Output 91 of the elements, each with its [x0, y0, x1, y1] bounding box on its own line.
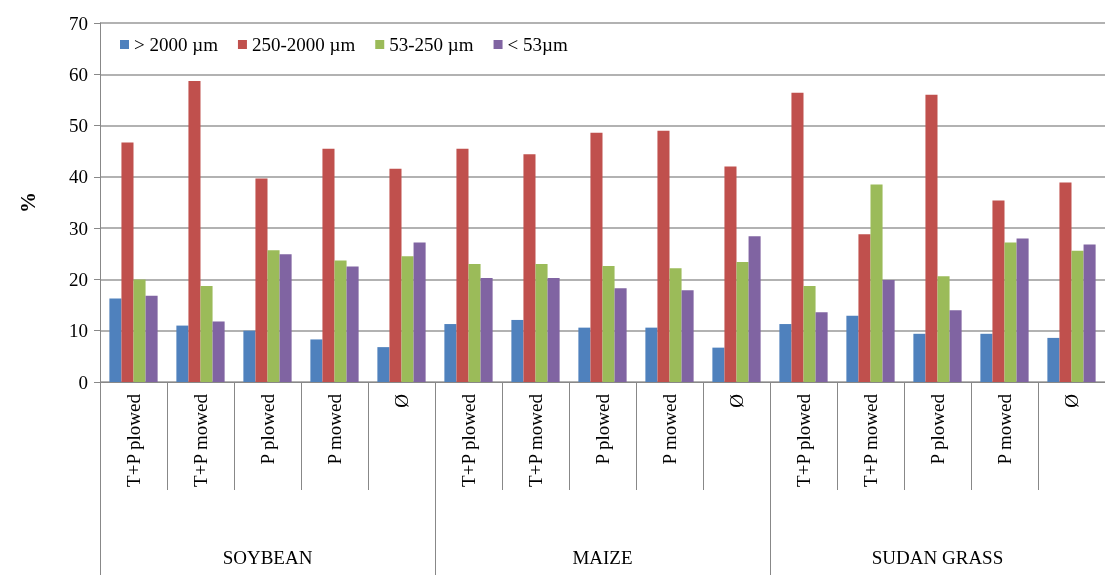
x-tick-label: Ø [391, 394, 412, 408]
bar [267, 250, 280, 382]
bar [791, 92, 804, 382]
bar [188, 80, 201, 382]
bar [456, 148, 469, 382]
bar [925, 94, 938, 382]
bar [578, 327, 591, 382]
bar [1047, 337, 1060, 382]
bar [401, 256, 414, 382]
bar [444, 324, 457, 382]
y-tick-label: 40 [69, 166, 88, 188]
text: SUDAN GRASS [871, 547, 1004, 568]
bar [645, 327, 658, 382]
bar [389, 168, 402, 382]
bar [992, 200, 1005, 382]
y-tick-label: 60 [69, 63, 88, 85]
text: MAIZE [572, 547, 633, 568]
bar [413, 242, 426, 382]
bar [176, 325, 189, 382]
x-tick-label: P plowed [257, 393, 278, 465]
legend-label: 53-250 µm [389, 34, 474, 55]
bar [1071, 250, 1084, 382]
bar [803, 286, 816, 382]
x-tick-label: T+P plowed [793, 393, 814, 487]
bar [669, 268, 682, 382]
x-tick-label: T+P mowed [190, 393, 211, 487]
bar [712, 347, 725, 382]
y-tick-label: 10 [69, 320, 88, 342]
bar [133, 279, 146, 382]
bar [468, 264, 481, 382]
bar [882, 279, 895, 382]
x-tick-label: T+P plowed [458, 393, 479, 487]
bar [511, 319, 524, 382]
bar [346, 266, 359, 382]
legend-label: < 53µm [507, 34, 568, 55]
bar [846, 315, 859, 382]
x-tick-label: T+P mowed [525, 393, 546, 487]
x-tick-label: P mowed [324, 393, 345, 465]
bar [1016, 238, 1029, 382]
bar [255, 178, 268, 382]
bar [109, 298, 122, 382]
bar [681, 290, 694, 382]
bar [590, 132, 603, 382]
bar [602, 266, 615, 382]
bar [937, 276, 950, 382]
bar [547, 277, 560, 382]
x-tick-label: Ø [1061, 394, 1082, 408]
bar [200, 286, 213, 382]
x-tick-label: T+P mowed [860, 393, 881, 487]
bar [377, 347, 390, 382]
bar [736, 261, 749, 382]
bar [145, 295, 158, 382]
y-tick-label: 50 [69, 115, 88, 137]
x-tick-label: P plowed [592, 393, 613, 465]
x-tick-label: P plowed [927, 393, 948, 465]
bar [1083, 244, 1096, 382]
bar [913, 333, 926, 382]
bar [334, 260, 347, 382]
bar [523, 154, 536, 382]
x-tick-label: P mowed [659, 393, 680, 465]
y-tick-label: 0 [78, 371, 88, 393]
y-tick-label: 20 [69, 268, 88, 290]
bar [858, 234, 871, 382]
y-tick-label: 70 [69, 12, 88, 34]
bar [748, 236, 761, 382]
y-tick-label: 30 [69, 217, 88, 239]
bar [657, 130, 670, 382]
x-tick-label: T+P plowed [123, 393, 144, 487]
bar [480, 277, 493, 382]
bar [212, 321, 225, 382]
bar [949, 310, 962, 382]
bar [322, 148, 335, 382]
bar [724, 166, 737, 382]
bar [1059, 182, 1072, 382]
bar [279, 254, 292, 382]
bar [243, 330, 256, 382]
bar [870, 184, 883, 382]
bar [535, 264, 548, 382]
x-tick-label: Ø [726, 394, 747, 408]
legend-label: 250-2000 µm [251, 34, 356, 55]
bar [980, 333, 993, 382]
bar [614, 288, 627, 382]
bar [310, 339, 323, 382]
legend-label: > 2000 µm [134, 34, 219, 55]
text: SOYBEAN [222, 547, 313, 568]
bar [121, 142, 134, 382]
x-tick-label: P mowed [994, 393, 1015, 465]
bar [815, 312, 828, 382]
bar [1004, 242, 1017, 382]
y-axis-title: % [15, 192, 40, 213]
bar [779, 324, 792, 382]
